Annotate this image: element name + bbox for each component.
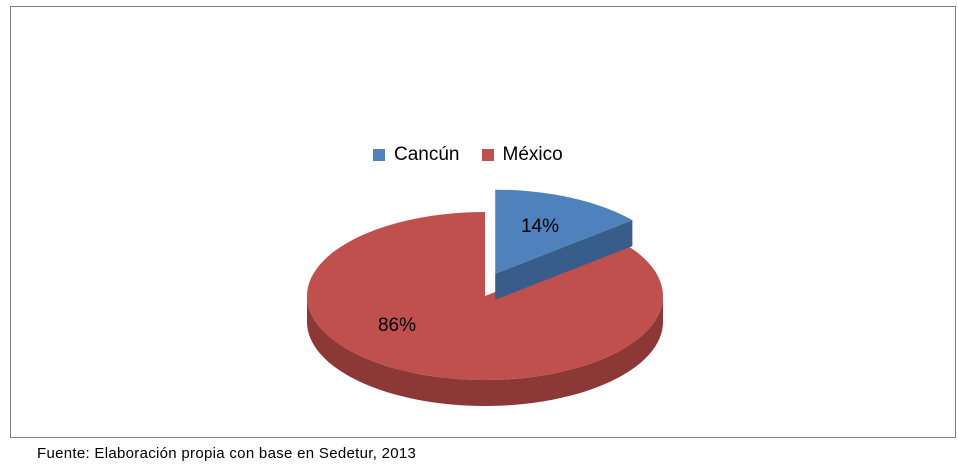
legend-item-cancun: Cancún bbox=[373, 144, 460, 166]
slice-side-mexico bbox=[307, 296, 663, 406]
legend-item-mexico: México bbox=[481, 144, 563, 166]
legend-label-mexico: México bbox=[502, 144, 563, 165]
source-note: Fuente: Elaboración propia con base en S… bbox=[37, 445, 417, 462]
legend: Cancún México bbox=[373, 144, 585, 166]
slice-cancun bbox=[495, 189, 633, 274]
legend-label-cancun: Cancún bbox=[394, 144, 460, 165]
slice-edge-cancun bbox=[495, 220, 633, 300]
pie-slices bbox=[307, 189, 663, 406]
data-label-mexico: 86% bbox=[378, 315, 416, 336]
data-label-cancun: 14% bbox=[521, 216, 559, 237]
slice-mexico bbox=[307, 212, 663, 381]
legend-swatch-mexico bbox=[481, 149, 494, 161]
legend-swatch-cancun bbox=[373, 149, 385, 161]
